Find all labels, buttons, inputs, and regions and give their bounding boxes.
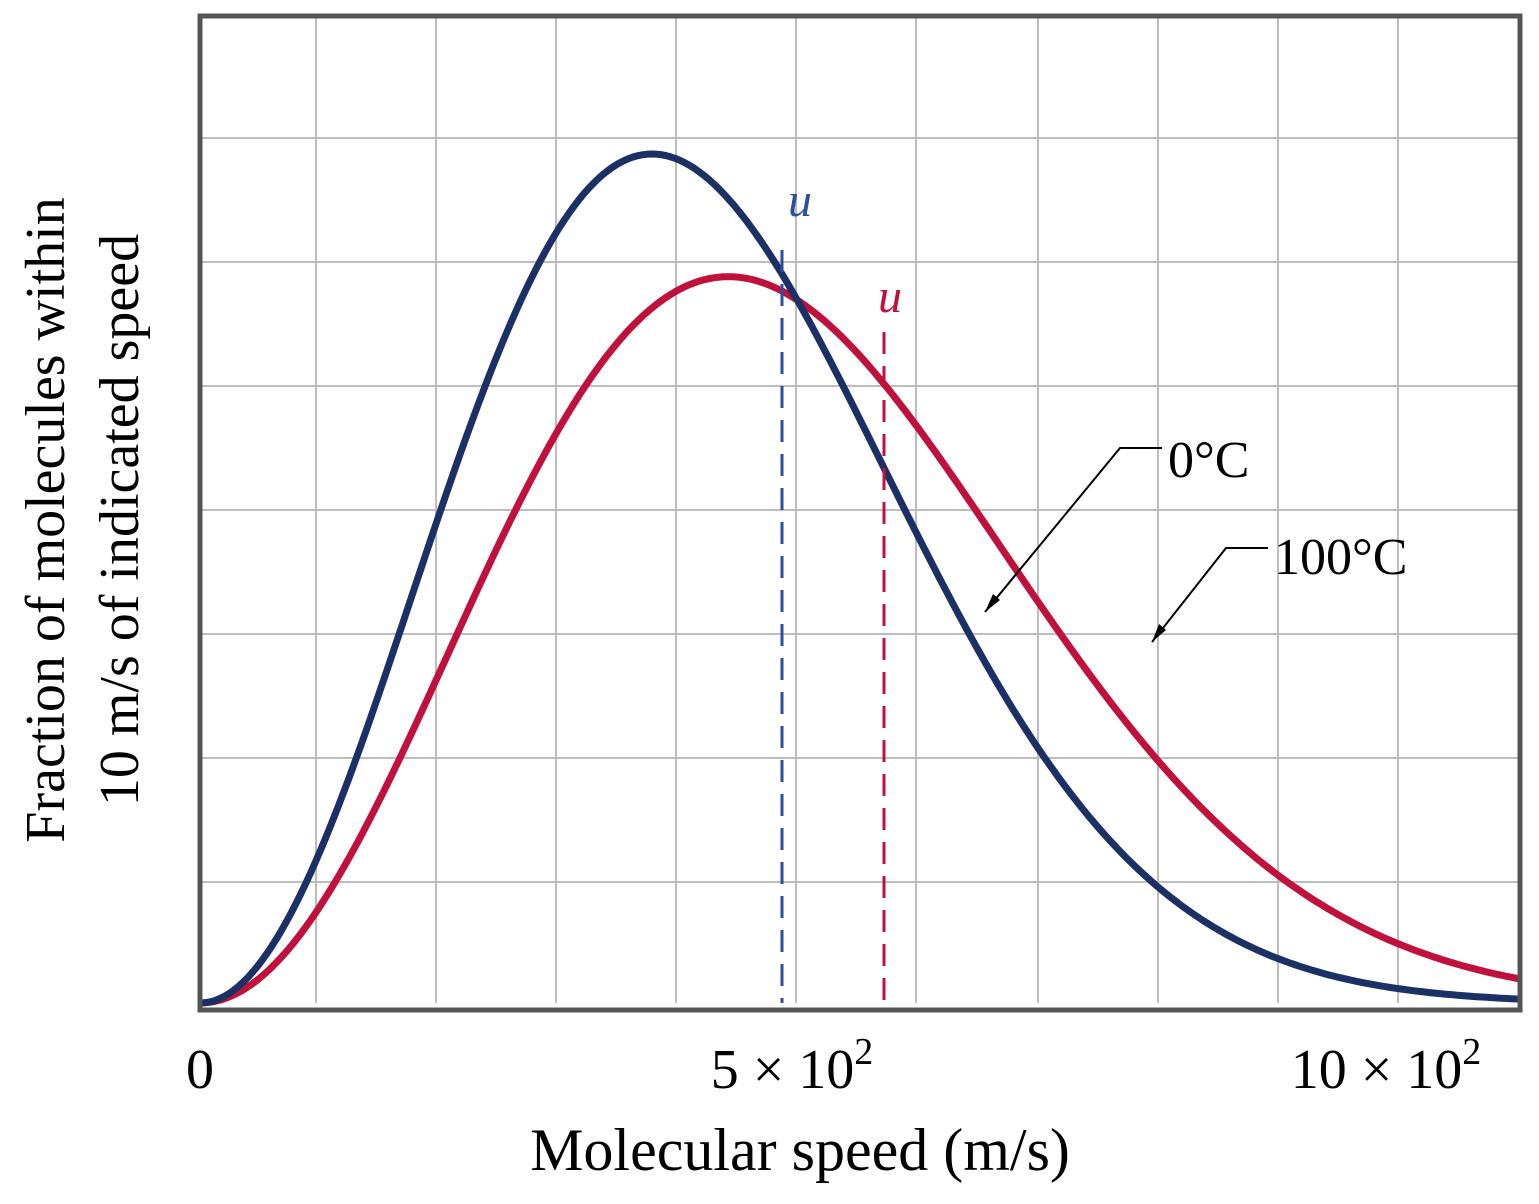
grid <box>200 16 1520 1003</box>
y-axis-label-line-2: 10 m/s of indicated speed <box>89 234 151 806</box>
series-line-0c <box>199 150 1521 1007</box>
curves <box>199 150 1521 1007</box>
leader-line-100c <box>1151 547 1268 643</box>
series-label-0c: 0°C <box>1168 432 1249 489</box>
x-axis-label: Molecular speed (m/s) <box>530 1117 1070 1183</box>
arrowhead-0c <box>985 594 1000 612</box>
series-label-100c: 100°C <box>1274 529 1407 586</box>
label-100c: 100°C <box>1151 529 1407 643</box>
mean-speed-label-100c: u <box>878 270 902 323</box>
leader-line-0c <box>984 447 1162 613</box>
y-axis-label-line-1: Fraction of molecules within <box>15 197 77 842</box>
mean-speed-lines <box>780 250 886 1003</box>
plot-frame <box>197 13 1523 1013</box>
arrowhead-100c <box>1152 624 1166 642</box>
label-0c: 0°C <box>984 432 1249 613</box>
series-line-100c <box>199 273 1521 1007</box>
x-tick-label: 0 <box>186 1039 214 1101</box>
x-tick-labels: 0 5 × 102 10 × 102 <box>186 1031 1481 1101</box>
mean-speed-label-0c: u <box>788 174 812 227</box>
x-tick-label: 10 × 102 <box>1291 1031 1482 1101</box>
x-tick-label: 5 × 102 <box>711 1031 874 1101</box>
